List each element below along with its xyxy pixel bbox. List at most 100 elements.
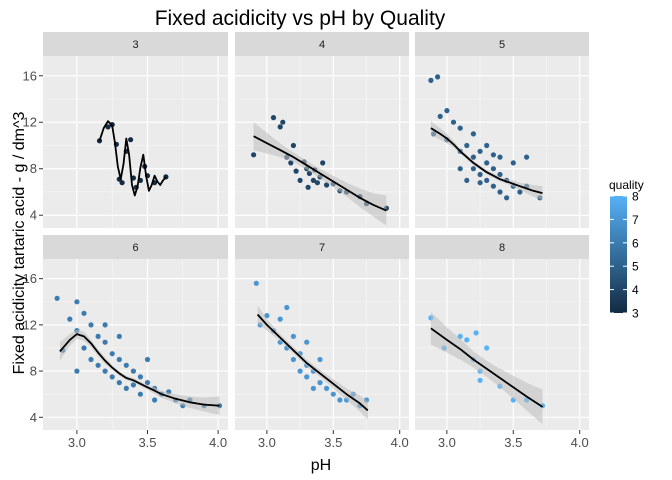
facet-panel-8: 8 [415,235,589,430]
data-point [297,368,303,374]
data-point [152,397,158,403]
x-tick-label: 4.0 [571,435,589,450]
data-point [264,313,270,319]
data-point [484,345,490,351]
data-point [297,177,303,183]
smooth-line [98,120,167,197]
x-tick-label: 3.0 [258,435,276,450]
data-point [504,195,510,201]
y-axis-title: Fixed acidicity tartaric acid - g / dm^3 [11,112,28,375]
data-point [484,177,490,183]
data-point [290,142,296,149]
legend-tick-label: 6 [632,236,639,250]
facet-strip-label: 3 [132,39,138,51]
smooth-line [430,327,543,408]
facet-strip [415,235,589,259]
data-point [81,310,87,316]
x-tick-label: 3.5 [504,435,522,450]
panel-content [43,259,228,430]
data-point [105,124,111,130]
data-point [130,368,136,374]
data-point [304,339,310,345]
data-point [497,171,503,178]
data-point [144,380,151,386]
legend-tick-label: 5 [632,260,639,274]
facet-strip [43,32,228,56]
smooth-line [256,313,369,412]
chart-title: Fixed acidicity vs pH by Quality [155,7,446,30]
data-point [270,115,277,121]
facet-grid: 3 4 5 6 7 8 [43,32,589,430]
data-point [435,74,441,80]
data-point [464,177,470,183]
x-tick-label: 3.5 [324,435,342,450]
facet-strip-label: 6 [132,242,138,254]
legend-ticks: 3 4 5 6 7 8 [610,190,639,321]
legend-tick-label: 8 [632,190,639,204]
facet-strip [235,32,409,56]
data-point [477,148,483,154]
y-tick-label: 8 [30,161,37,176]
x-axis: 3.0 3.5 4.0 3.0 3.5 4.0 3.0 3.5 4.0 [68,430,589,450]
y-tick-label: 16 [23,271,37,286]
y-tick-label: 8 [30,364,37,379]
data-point [305,184,311,190]
data-point [293,168,299,174]
facet-strip-label: 5 [499,39,505,51]
data-point [490,166,496,172]
y-tick-label: 4 [30,208,37,223]
facet-strip-label: 4 [319,39,325,51]
panel-background [235,259,409,430]
data-point [477,377,483,383]
data-point [290,356,296,363]
data-point [317,356,323,363]
data-point [517,189,523,195]
data-point [81,345,87,351]
panel-content [235,56,409,228]
smooth-ribbon [59,329,220,415]
panel-background [415,56,589,228]
legend-tick-label: 3 [632,307,639,321]
data-point [128,137,134,143]
data-point [109,351,115,357]
facet-strip [235,235,409,259]
data-point [490,152,496,158]
data-point [304,374,310,380]
data-point [320,160,326,166]
data-point [310,385,316,391]
data-point [524,154,530,160]
data-point [277,124,283,130]
x-tick-label: 4.0 [391,435,409,450]
data-point [119,180,125,186]
facet-panel-7: 7 [235,235,409,430]
data-point [457,166,463,172]
facet-strip-label: 7 [319,242,325,254]
data-point [130,382,136,388]
data-point [280,119,286,125]
data-point [74,368,80,374]
data-point [324,385,330,391]
data-point [444,108,450,114]
y-tick-label: 16 [23,68,37,83]
data-point [428,77,434,83]
data-point [337,397,343,403]
x-tick-label: 4.0 [209,435,227,450]
data-point [497,189,503,195]
data-point [314,180,320,186]
panel-content [415,56,589,228]
x-axis-title: pH [311,457,331,474]
panel-content [415,259,589,430]
panel-content [235,259,409,430]
data-point [116,380,122,386]
data-point [116,356,122,363]
data-point [102,339,108,345]
facet-strip-label: 8 [499,242,505,254]
data-point [457,125,463,131]
smooth-ribbon [257,305,368,420]
data-point [88,322,94,328]
data-point [251,152,257,158]
facet-panel-6: 6 [43,235,228,430]
data-point [109,374,115,380]
data-point [102,368,108,374]
y-tick-label: 12 [23,115,37,130]
